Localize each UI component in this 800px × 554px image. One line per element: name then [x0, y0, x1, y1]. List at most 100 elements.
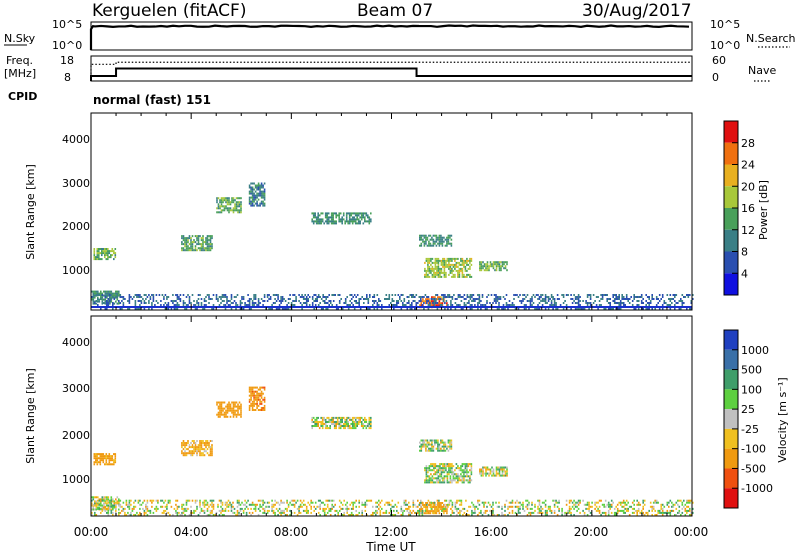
scatter-cell — [538, 296, 541, 298]
scatter-cell — [434, 267, 437, 270]
scatter-cell — [529, 507, 532, 510]
scatter-cell — [197, 243, 200, 246]
scatter-cell — [98, 254, 100, 257]
scatter-cell — [110, 250, 112, 253]
scatter-cell — [421, 501, 424, 504]
scatter-cell — [281, 308, 284, 310]
scatter-cell — [99, 459, 102, 462]
scatter-cell — [595, 296, 598, 298]
scatter-cell — [438, 234, 441, 237]
scatter-cell — [550, 304, 553, 306]
scatter-cell — [495, 269, 498, 272]
scatter-cell — [672, 294, 675, 296]
scatter-cell — [369, 294, 371, 296]
scatter-cell — [314, 298, 317, 300]
scatter-cell — [402, 511, 404, 514]
scatter-cell — [430, 479, 432, 482]
scatter-cell — [143, 511, 146, 514]
scatter-cell — [344, 427, 346, 430]
scatter-cell — [689, 501, 691, 504]
scatter-cell — [570, 499, 572, 502]
scatter-cell — [211, 448, 213, 451]
scatter-cell — [373, 296, 376, 298]
scatter-cell — [489, 470, 492, 473]
scatter-cell — [236, 514, 239, 516]
scatter-cell — [238, 501, 240, 504]
scatter-cell — [350, 294, 353, 296]
velocity-colorbar-label: Velocity [m s⁻¹] — [776, 377, 789, 462]
scatter-cell — [187, 247, 189, 250]
scatter-cell — [418, 509, 421, 512]
scatter-cell — [100, 498, 102, 501]
scatter-cell — [399, 298, 401, 300]
scatter-cell — [226, 503, 228, 506]
scatter-cell — [312, 216, 315, 219]
scatter-cell — [356, 222, 358, 225]
scatter-cell — [439, 271, 441, 274]
scatter-cell — [333, 427, 336, 430]
scatter-cell — [579, 296, 581, 298]
scatter-cell — [121, 308, 123, 310]
scatter-cell — [359, 421, 361, 423]
scatter-cell — [200, 245, 203, 248]
scatter-cell — [347, 308, 350, 310]
scatter-cell — [283, 509, 285, 512]
scatter-cell — [164, 294, 167, 296]
scatter-cell — [199, 243, 201, 246]
scatter-cell — [445, 499, 448, 502]
scatter-cell — [101, 498, 104, 501]
scatter-cell — [443, 447, 445, 450]
scatter-cell — [262, 186, 264, 189]
scatter-cell — [115, 292, 117, 295]
scatter-cell — [194, 446, 197, 449]
scatter-cell — [230, 509, 233, 512]
scatter-cell — [492, 267, 495, 270]
scatter-cell — [361, 501, 363, 504]
scatter-cell — [211, 499, 213, 502]
scatter-cell — [111, 254, 114, 257]
scatter-cell — [438, 504, 441, 506]
scatter-cell — [460, 308, 463, 310]
scatter-cell — [440, 441, 442, 444]
scatter-cell — [200, 442, 203, 444]
scatter-cell — [197, 239, 200, 242]
scatter-cell — [672, 509, 675, 512]
scatter-cell — [230, 507, 233, 510]
scatter-cell — [428, 244, 430, 247]
colorbar-cell — [724, 229, 738, 252]
scatter-cell — [367, 425, 369, 427]
scatter-cell — [105, 459, 108, 462]
scatter-cell — [582, 499, 584, 502]
scatter-cell — [637, 507, 640, 510]
scatter-cell — [327, 212, 330, 215]
scatter-cell — [436, 302, 439, 304]
scatter-cell — [203, 298, 206, 300]
scatter-cell — [106, 290, 108, 293]
scatter-cell — [435, 294, 437, 296]
scatter-cell — [314, 294, 317, 296]
scatter-cell — [238, 499, 240, 502]
scatter-cell — [116, 501, 119, 504]
scatter-cell — [127, 511, 129, 514]
scatter-cell — [442, 261, 444, 264]
scatter-cell — [100, 294, 102, 297]
scatter-cell — [317, 216, 319, 219]
scatter-cell — [655, 501, 658, 504]
scatter-cell — [443, 265, 446, 268]
scatter-cell — [441, 508, 444, 511]
scatter-cell — [570, 308, 572, 310]
scatter-cell — [208, 245, 210, 248]
scatter-cell — [681, 501, 684, 504]
scatter-cell — [369, 296, 371, 298]
scatter-cell — [687, 294, 690, 296]
scatter-cell — [173, 308, 176, 310]
scatter-cell — [98, 294, 101, 296]
scatter-cell — [286, 308, 288, 310]
scatter-cell — [248, 409, 251, 411]
scatter-cell — [452, 473, 455, 476]
scatter-cell — [451, 467, 453, 470]
scatter-cell — [446, 242, 448, 245]
scatter-cell — [427, 469, 429, 472]
scatter-cell — [503, 263, 505, 266]
scatter-cell — [345, 218, 348, 221]
